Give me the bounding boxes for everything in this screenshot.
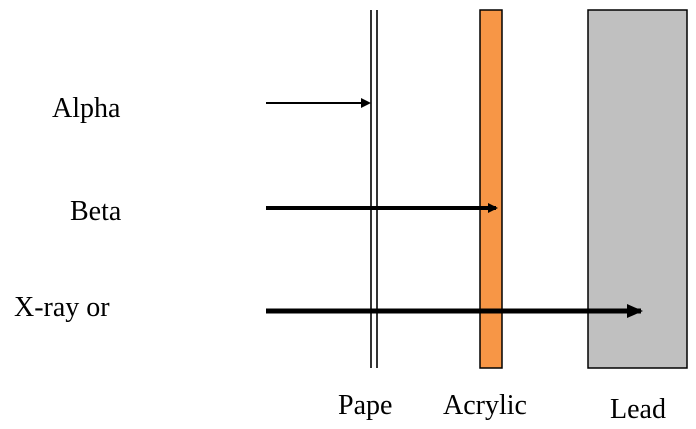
acrylic-barrier <box>480 10 502 368</box>
alpha-label: Alpha <box>52 93 121 124</box>
xray-label: X-ray or <box>14 292 110 323</box>
acrylic-label: Acrylic <box>443 390 527 421</box>
lead-label: Lead <box>610 394 666 424</box>
beta-label: Beta <box>70 196 122 227</box>
paper-label: Pape <box>338 390 392 421</box>
lead-barrier <box>588 10 687 368</box>
paper-barrier <box>371 10 377 368</box>
